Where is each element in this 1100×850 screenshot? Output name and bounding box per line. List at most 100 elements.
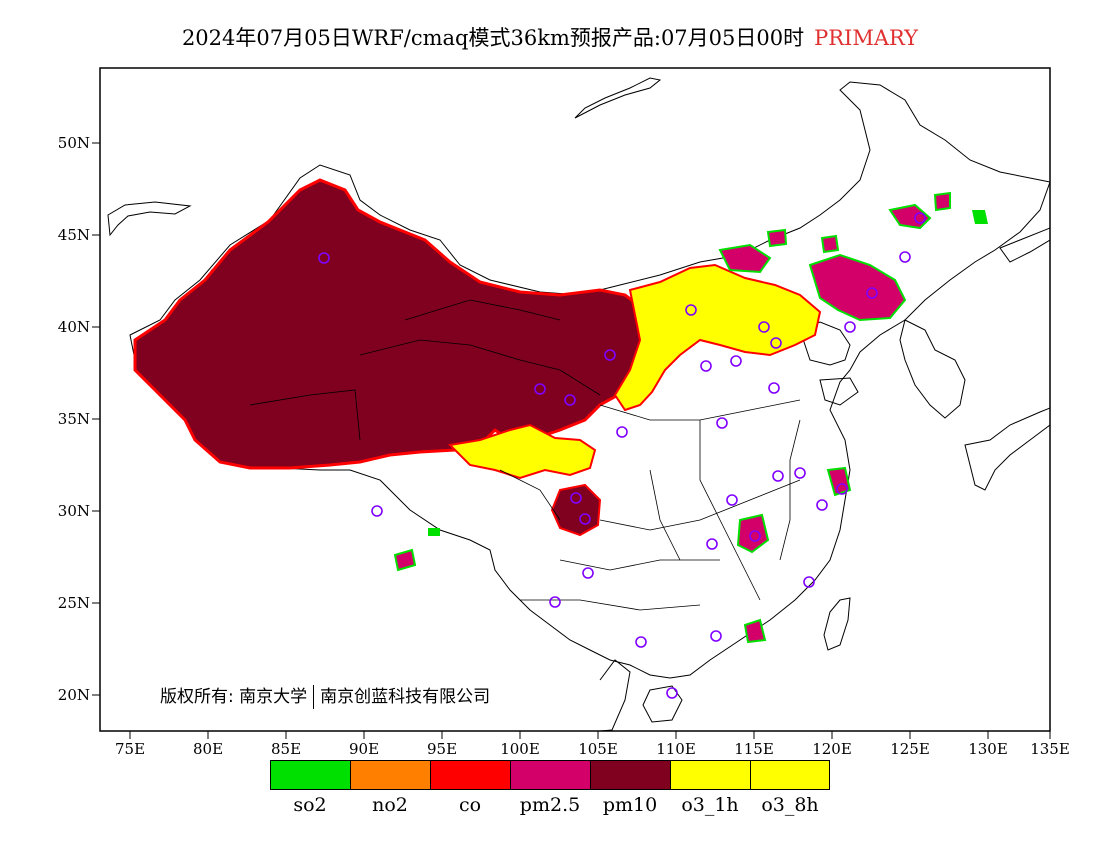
legend-swatch	[510, 760, 590, 790]
lon-label: 130E	[968, 740, 1008, 758]
lon-label: 115E	[734, 740, 774, 758]
map-content	[107, 77, 1050, 731]
lat-label: 20N	[57, 686, 90, 704]
pm25-region-hunan	[736, 513, 770, 554]
coastline	[107, 201, 192, 237]
lon-label: 125E	[890, 740, 930, 758]
coastline	[642, 685, 683, 723]
copyright-notice: 版权所有: 南京大学 南京创蓝科技有限公司	[160, 682, 490, 709]
legend-label: o3_8h	[761, 794, 819, 816]
lat-label: 25N	[57, 594, 90, 612]
lat-label: 45N	[57, 226, 90, 244]
coastline	[899, 319, 966, 419]
pm25-region-yangtze	[826, 466, 852, 497]
city-marker	[549, 596, 561, 608]
copyright-suffix: 南京创蓝科技有限公司	[320, 687, 491, 707]
legend-label: pm2.5	[519, 794, 581, 816]
so2-spot	[972, 210, 988, 224]
coastline	[599, 659, 631, 731]
city-marker	[803, 576, 815, 588]
city-marker	[710, 630, 722, 642]
lon-label: 105E	[578, 740, 618, 758]
legend-item-so2: so2	[270, 760, 350, 816]
lon-label: 95E	[426, 740, 458, 758]
city-marker	[899, 251, 911, 263]
city-marker	[371, 505, 383, 517]
city-marker	[635, 636, 647, 648]
lon-label: 85E	[270, 740, 302, 758]
legend-swatch	[590, 760, 670, 790]
legend-item-o3-8h: o3_8h	[750, 760, 830, 816]
lon-label: 90E	[348, 740, 380, 758]
pm25-spot	[820, 234, 840, 254]
ozone-region-central	[447, 423, 597, 480]
legend-item-pm25: pm2.5	[510, 760, 590, 816]
city-marker	[706, 538, 718, 550]
lon-label: 110E	[656, 740, 696, 758]
lat-label: 40N	[57, 318, 90, 336]
pm25-region-guangdong	[743, 618, 767, 644]
city-marker	[749, 530, 761, 542]
copyright-separator	[313, 685, 315, 709]
city-marker	[570, 492, 582, 504]
coastline	[799, 321, 851, 366]
city-marker	[534, 383, 546, 395]
city-marker	[914, 212, 926, 224]
pm10-region-west	[133, 178, 652, 470]
primary-flag: PRIMARY	[814, 26, 919, 50]
city-marker	[768, 382, 780, 394]
legend-label: so2	[293, 794, 327, 816]
city-marker	[616, 426, 628, 438]
ozone-region-north	[613, 263, 822, 412]
country-border	[129, 81, 1050, 679]
city-marker	[666, 687, 678, 699]
city-marker	[564, 394, 576, 406]
pm25-region-northeast	[808, 253, 907, 322]
coastline	[999, 227, 1050, 263]
legend-swatch	[350, 760, 430, 790]
pm25-region-hebei	[718, 243, 772, 274]
city-marker	[700, 360, 712, 372]
city-marker	[726, 494, 738, 506]
city-marker	[844, 321, 856, 333]
pm25-spot	[933, 191, 951, 212]
lat-ticks	[92, 142, 100, 696]
city-marker	[604, 349, 616, 361]
legend-label: o3_1h	[681, 794, 739, 816]
city-marker	[816, 499, 828, 511]
map-title-text: 2024年07月05日WRF/cmaq模式36km预报产品:07月05日00时	[181, 26, 805, 50]
coastline	[964, 407, 1050, 491]
city-marker	[730, 355, 742, 367]
lat-label: 50N	[57, 134, 90, 152]
city-marker	[770, 337, 782, 349]
city-marker	[716, 417, 728, 429]
city-marker	[866, 287, 878, 299]
lat-label: 35N	[57, 410, 90, 428]
legend-swatch	[430, 760, 510, 790]
coastline	[823, 597, 851, 651]
legend-label: co	[458, 794, 482, 816]
city-marker	[794, 467, 806, 479]
city-markers	[318, 212, 926, 699]
legend-item-o3-1h: o3_1h	[670, 760, 750, 816]
legend-swatch	[750, 760, 830, 790]
lon-label: 75E	[114, 740, 146, 758]
lon-label: 135E	[1030, 740, 1070, 758]
city-marker	[685, 304, 697, 316]
city-marker	[836, 483, 848, 495]
legend-item-no2: no2	[350, 760, 430, 816]
map-frame	[99, 67, 1051, 732]
city-marker	[318, 252, 330, 264]
province-border	[249, 299, 801, 611]
legend-label: pm10	[602, 794, 658, 816]
lon-label: 80E	[192, 740, 224, 758]
coastline	[574, 77, 662, 119]
city-marker	[582, 567, 594, 579]
so2-spot	[428, 528, 440, 536]
city-marker	[772, 470, 784, 482]
city-marker	[579, 513, 591, 525]
legend-swatch	[670, 760, 750, 790]
copyright-prefix: 版权所有: 南京大学	[160, 687, 308, 707]
pm25-region-yunnan	[393, 548, 417, 572]
